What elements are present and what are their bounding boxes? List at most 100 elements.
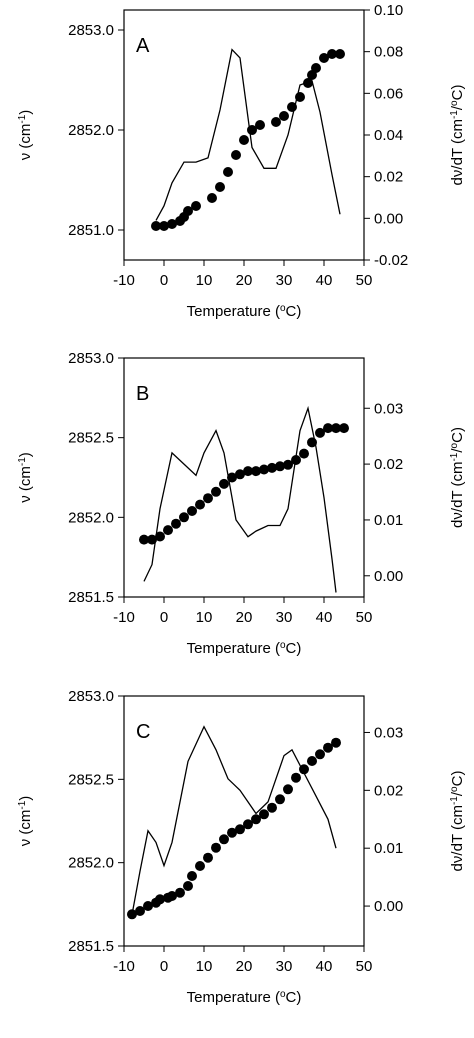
data-point — [203, 852, 213, 863]
data-point — [179, 512, 189, 523]
data-point — [215, 182, 225, 192]
data-point — [331, 737, 341, 748]
y-right-tick-label: 0.02 — [374, 456, 403, 473]
data-point — [219, 834, 229, 845]
data-point — [203, 493, 213, 504]
data-point — [283, 784, 293, 795]
y-right-tick-label: 0.04 — [374, 127, 403, 144]
y-left-axis-title: ν (cm-1) — [17, 452, 35, 503]
x-tick-label: -10 — [113, 609, 135, 626]
y-left-tick-label: 2853.0 — [68, 688, 114, 705]
x-tick-label: 40 — [316, 609, 333, 626]
x-tick-label: -10 — [113, 958, 135, 975]
data-point — [291, 772, 301, 783]
data-point — [271, 117, 281, 127]
plot-frame — [123, 357, 365, 598]
y-left-tick-label: 2852.0 — [68, 122, 114, 139]
y-right-tick-label: 0.01 — [374, 840, 403, 857]
y-left-tick-label: 2853.0 — [68, 350, 114, 367]
data-point — [259, 464, 269, 475]
data-point — [235, 469, 245, 480]
data-point — [275, 794, 285, 805]
data-point — [223, 167, 233, 177]
y-left-tick-label: 2852.0 — [68, 509, 114, 526]
y-right-axis-title: dν/dT (cm-1/oC) — [449, 85, 467, 186]
data-point — [159, 221, 169, 231]
y-right-tick-label: 0.10 — [374, 2, 403, 19]
data-point — [299, 448, 309, 459]
x-tick-label: 50 — [356, 958, 373, 975]
data-point — [183, 206, 193, 216]
data-point — [331, 423, 341, 434]
y-left-tick-label: 2852.5 — [68, 430, 114, 447]
data-point — [319, 53, 329, 63]
y-right-tick-label: 0.00 — [374, 568, 403, 585]
x-tick-label: 50 — [356, 609, 373, 626]
data-point — [187, 506, 197, 516]
data-point — [155, 894, 165, 905]
data-point — [327, 49, 337, 59]
y-right-tick-label: 0.01 — [374, 512, 403, 529]
x-tick-label: 50 — [356, 272, 373, 289]
data-point — [323, 423, 333, 434]
x-tick-label: 20 — [236, 958, 253, 975]
data-point — [315, 427, 325, 438]
data-point — [207, 193, 217, 203]
data-point — [167, 891, 177, 901]
data-point — [151, 221, 161, 231]
x-tick-label: 0 — [160, 958, 168, 975]
derivative-line — [143, 405, 337, 593]
data-point — [279, 111, 289, 121]
y-right-tick-label: 0.02 — [374, 169, 403, 186]
data-point — [155, 531, 165, 542]
y-left-axis-title: ν (cm-1) — [17, 796, 35, 847]
y-right-axis-title: dν/dT (cm-1/oC) — [449, 427, 467, 528]
y-left-tick-label: 2852.0 — [68, 855, 114, 872]
x-tick-label: 10 — [196, 958, 213, 975]
data-point — [227, 827, 237, 838]
data-point — [315, 749, 325, 760]
y-right-tick-label: 0.00 — [374, 898, 403, 915]
x-tick-label: 10 — [196, 272, 213, 289]
data-point — [163, 525, 173, 536]
x-tick-label: 20 — [236, 609, 253, 626]
x-tick-label: 40 — [316, 272, 333, 289]
y-left-tick-label: 2853.0 — [68, 22, 114, 39]
y-left-tick-label: 2851.5 — [68, 938, 114, 955]
y-right-tick-label: -0.02 — [374, 252, 408, 269]
data-point — [303, 78, 313, 88]
data-point — [211, 486, 221, 497]
y-right-tick-label: 0.03 — [374, 724, 403, 741]
y-right-axis-title: dν/dT (cm-1/oC) — [449, 771, 467, 872]
data-point — [171, 518, 181, 529]
data-point — [323, 742, 333, 753]
data-point — [243, 466, 253, 477]
x-tick-label: 0 — [160, 272, 168, 289]
x-tick-label: 30 — [276, 272, 293, 289]
panel-label: C — [136, 721, 150, 743]
x-axis-title: Temperature (oC) — [187, 640, 302, 658]
data-point — [239, 135, 249, 145]
data-point — [275, 461, 285, 472]
data-point — [195, 861, 205, 871]
panel-b: -10 0 10 20 30 40 50 2851.5 2852.0 2852.5 2853.0 0.… — [17, 350, 467, 657]
y-left-tick-label: 2851.0 — [68, 222, 114, 239]
data-point — [135, 906, 145, 916]
data-point — [191, 201, 201, 211]
derivative-line — [155, 48, 341, 221]
y-left-tick-label: 2852.5 — [68, 771, 114, 788]
panel-label: B — [136, 383, 149, 405]
data-point — [139, 534, 149, 545]
y-right-tick-label: 0.00 — [374, 210, 403, 227]
x-tick-label: -10 — [113, 272, 135, 289]
derivative-line — [131, 725, 337, 915]
y-right-tick-label: 0.03 — [374, 400, 403, 417]
data-point — [143, 901, 153, 911]
data-point — [251, 814, 261, 825]
x-tick-label: 20 — [236, 272, 253, 289]
x-tick-label: 10 — [196, 609, 213, 626]
panel-a: -10 0 10 20 30 40 50 2851.0 2852.0 2853.0 -0.02 0.0… — [17, 2, 467, 320]
data-point — [251, 466, 261, 477]
y-left-axis-title: ν (cm-1) — [17, 110, 35, 161]
